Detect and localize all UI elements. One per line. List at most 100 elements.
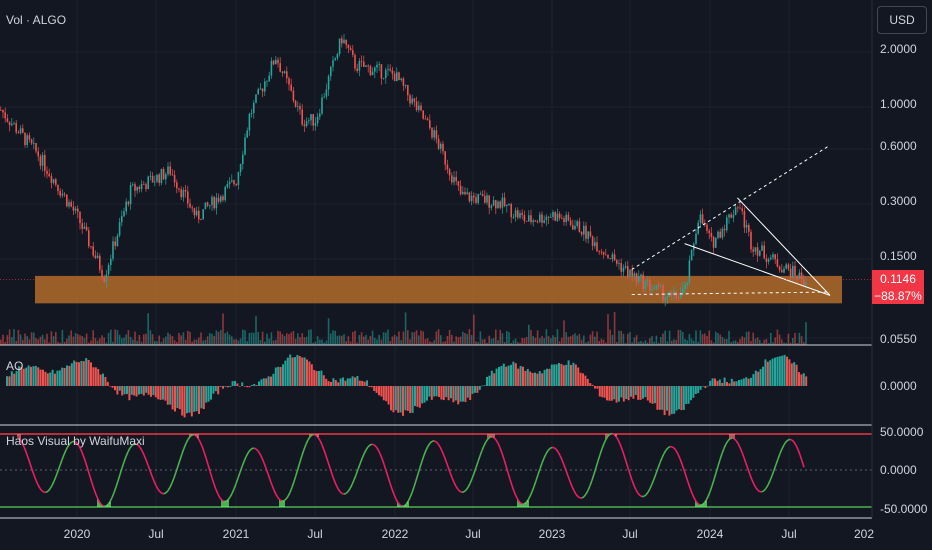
volume-bar	[338, 335, 341, 345]
symbol-label: Vol · ALGO	[6, 13, 67, 27]
volume-bar	[156, 341, 158, 345]
ao-bar	[30, 366, 32, 386]
ao-bar	[411, 386, 414, 413]
candle-body	[431, 128, 433, 138]
candle-body	[363, 61, 365, 67]
haos-segment	[623, 454, 627, 462]
currency-button[interactable]: USD	[877, 6, 927, 34]
haos-segment	[801, 460, 805, 468]
ao-bar	[169, 386, 172, 405]
candle-body	[215, 197, 218, 209]
haos-segment	[797, 449, 801, 456]
volume-bar	[178, 332, 180, 345]
candle-body	[594, 242, 596, 246]
candle-body	[715, 237, 717, 248]
haos-segment	[157, 488, 161, 493]
volume-bar	[396, 336, 398, 345]
volume-bar	[514, 338, 517, 345]
volume-bar	[701, 334, 704, 345]
haos-segment	[793, 441, 797, 446]
volume-bar	[477, 342, 479, 345]
volume-bar	[39, 336, 42, 345]
candle-body	[547, 216, 550, 218]
candle-body	[338, 38, 341, 54]
haos-segment	[425, 445, 429, 451]
ao-bar	[474, 386, 476, 393]
haos-segment	[483, 441, 487, 447]
candle-body	[360, 60, 363, 62]
ao-bar	[430, 386, 433, 400]
candle-body	[783, 268, 785, 273]
volume-bar	[149, 330, 152, 345]
ao-bar	[253, 383, 256, 386]
candle-body	[675, 291, 677, 298]
candle-body	[88, 230, 90, 247]
volume-bar	[800, 336, 803, 345]
haos-segment	[453, 482, 457, 487]
candle-body	[473, 195, 475, 198]
ao-bar	[229, 386, 232, 387]
ao-bar	[471, 386, 474, 394]
haos-segment	[543, 453, 547, 459]
price-tick: 0.3000	[880, 194, 917, 208]
haos-segment	[537, 468, 541, 476]
candle-body	[193, 208, 196, 216]
ao-bar	[795, 364, 798, 386]
haos-segment	[63, 449, 67, 455]
candle-body	[151, 175, 154, 183]
ao-axis-tick: 0.0000	[880, 379, 917, 393]
haos-segment	[363, 449, 367, 455]
candle-body	[347, 44, 350, 49]
volume-bar	[602, 339, 605, 345]
candle-body	[578, 221, 581, 233]
candle-body	[587, 231, 589, 239]
candle-body	[591, 236, 594, 246]
candle-body	[389, 68, 391, 71]
ao-bar	[800, 374, 803, 386]
haos-segment	[293, 475, 297, 482]
volume-bar	[404, 312, 407, 345]
ao-bar	[735, 381, 738, 386]
candle-body	[121, 216, 123, 223]
haos-segment	[465, 486, 469, 491]
haos-segment	[169, 482, 173, 488]
ao-bar	[306, 359, 308, 386]
volume-bar	[182, 332, 185, 345]
haos-segment	[159, 491, 163, 495]
haos-segment	[693, 497, 697, 502]
haos-segment	[39, 487, 43, 492]
ao-bar	[27, 365, 30, 386]
ao-bar	[510, 364, 512, 386]
volume-bar	[204, 339, 207, 345]
candle-body	[671, 292, 673, 296]
ao-bar	[646, 386, 649, 401]
candle-body	[112, 241, 114, 259]
volume-bar	[730, 342, 732, 345]
x-tick: Jul	[781, 527, 797, 541]
ao-bar	[488, 375, 491, 386]
candle-body	[433, 130, 435, 138]
candle-body	[63, 193, 66, 195]
volume-bar	[442, 341, 444, 345]
ao-bar	[246, 386, 248, 388]
ao-bar	[142, 386, 145, 396]
candle-body	[268, 75, 270, 82]
volume-bar	[756, 337, 759, 345]
volume-bar	[611, 334, 614, 345]
haos-segment	[617, 439, 621, 445]
volume-bar	[358, 334, 361, 345]
x-tick: 2023	[538, 527, 566, 541]
ao-bar	[217, 386, 220, 395]
volume-bar	[349, 341, 352, 345]
haos-oversold-mark	[97, 499, 99, 507]
ao-bar	[565, 364, 568, 386]
candle-body	[468, 192, 471, 202]
candle-body	[143, 183, 145, 185]
haos-segment	[173, 471, 177, 479]
ao-bar	[769, 360, 772, 386]
haos-segment	[137, 444, 141, 448]
haos-segment	[367, 444, 371, 448]
volume-bar	[622, 333, 625, 345]
volume-bar	[376, 339, 378, 345]
